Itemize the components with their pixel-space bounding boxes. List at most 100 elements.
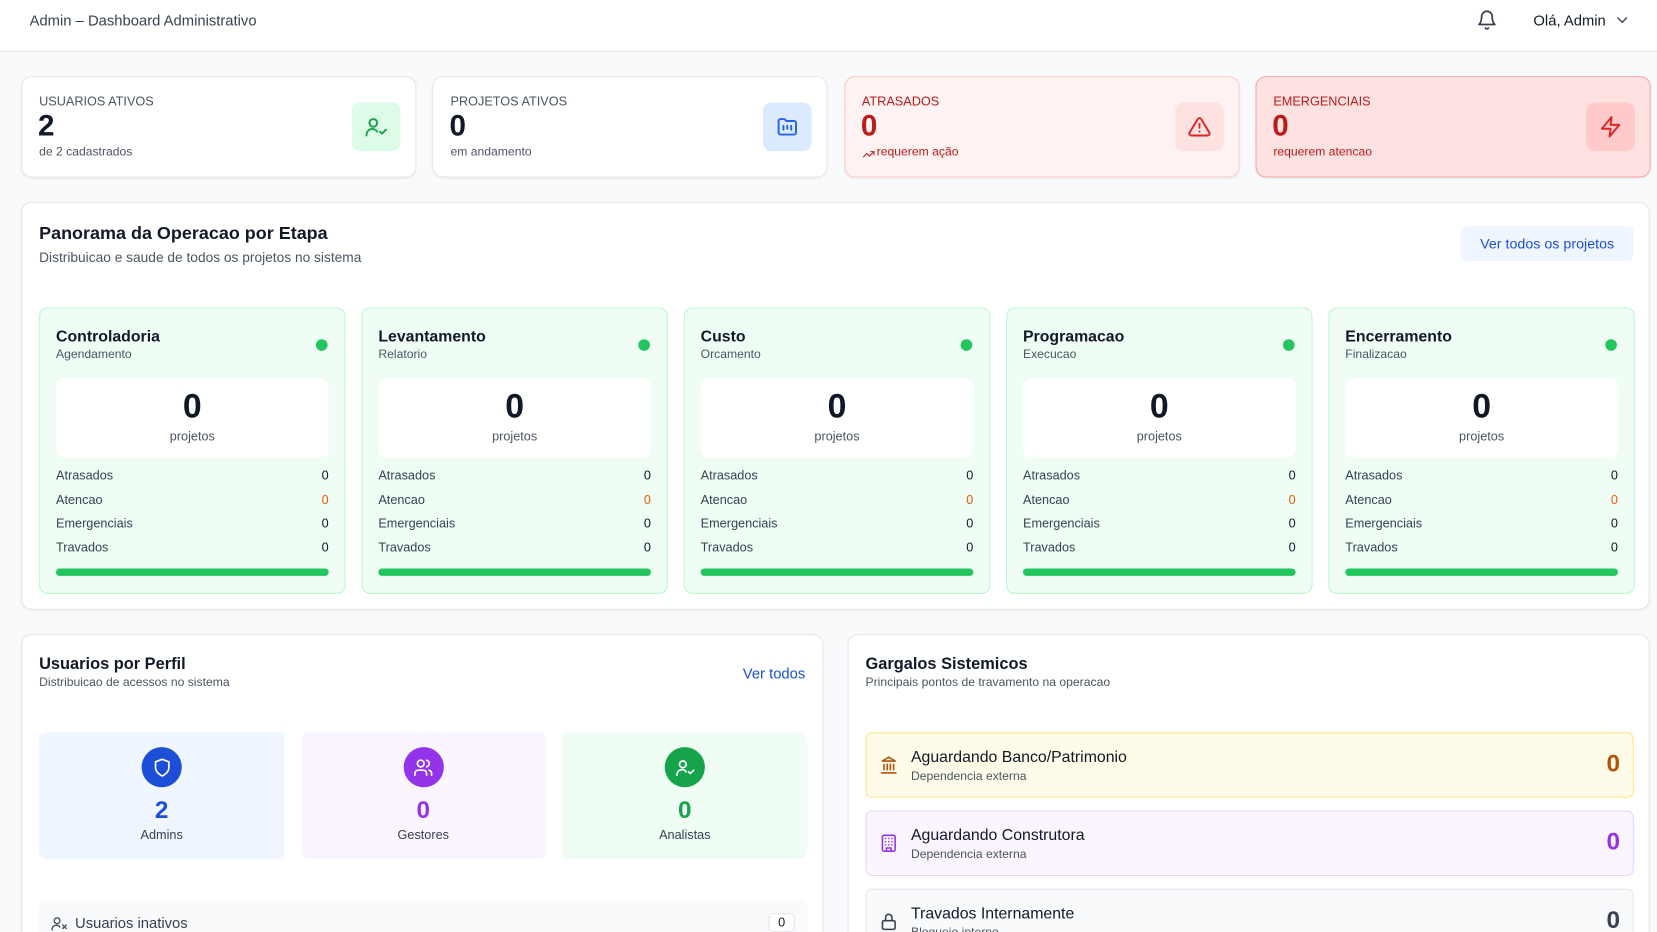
profile-icon	[403, 747, 444, 788]
stage-card: Levantamento Relatorio 0 projetos Atrasados 0…	[361, 307, 668, 594]
stat-card: ATRASADOS 0 requerem ação	[843, 76, 1240, 178]
stage-count-label: projetos	[814, 429, 860, 444]
notification-bell[interactable]	[1476, 10, 1497, 31]
stage-count-box: 0 projetos	[378, 378, 651, 458]
bottleneck-count: 0	[1606, 827, 1621, 855]
stat-value: 0	[449, 108, 466, 142]
stage-subtitle: Execucao	[1022, 348, 1077, 362]
status-dot	[638, 339, 650, 351]
profile-label: Analistas	[659, 827, 711, 843]
metric-value: 0	[321, 492, 329, 507]
stat-card: EMERGENCIAIS 0 requerem atencao	[1255, 76, 1651, 178]
bottleneck-item: Travados Internamente Bloqueio interno 0	[865, 888, 1634, 932]
bottleneck-icon	[879, 756, 898, 775]
bottleneck-icon	[879, 912, 898, 931]
inactive-icon	[51, 915, 68, 932]
stage-name: Programacao	[1022, 327, 1125, 346]
stage-count-box: 0 projetos	[1345, 378, 1618, 458]
metric-label: Atrasados	[56, 468, 114, 483]
metric-label: Atencao	[378, 492, 425, 507]
stage-count-box: 0 projetos	[56, 378, 329, 458]
user-greeting[interactable]: Olá, Admin	[1533, 11, 1606, 29]
profile-count: 2	[154, 795, 169, 824]
stat-card: USUARIOS ATIVOS 2 de 2 cadastrados	[21, 76, 417, 178]
stage-card: Programacao Execucao 0 projetos Atrasados 0 At…	[1006, 307, 1313, 594]
status-dot	[315, 339, 328, 351]
health-bar	[56, 568, 329, 576]
users-panel: Usuarios por Perfil Distribuicao de acess…	[21, 634, 824, 932]
metric-label: Travados	[56, 540, 109, 555]
inactive-row: Usuarios inativos 0	[39, 900, 808, 932]
metric-value: 0	[321, 540, 329, 555]
stage-subtitle: Orcamento	[700, 348, 761, 362]
inactive-label: Usuarios inativos	[75, 914, 188, 931]
stage-count-label: projetos	[1136, 429, 1182, 444]
inactive-count: 0	[768, 912, 795, 932]
stat-icon	[1174, 102, 1224, 152]
trend-icon	[862, 148, 875, 161]
metric-label: Atrasados	[378, 468, 436, 483]
metric-value: 0	[1610, 492, 1618, 507]
metric-label: Emergenciais	[56, 516, 133, 531]
health-bar	[700, 568, 974, 576]
metric-value: 0	[1288, 492, 1296, 507]
stat-card: PROJETOS ATIVOS 0 em andamento	[432, 76, 828, 178]
overview-subtitle: Distribuicao e saude de todos os projeto…	[39, 249, 362, 266]
user-menu-chevron[interactable]	[1614, 12, 1631, 29]
metric-value: 0	[966, 540, 974, 555]
health-bar	[1022, 568, 1296, 576]
bottleneck-count: 0	[1606, 905, 1621, 932]
metric-label: Atencao	[700, 492, 748, 507]
health-bar	[1345, 568, 1618, 576]
metric-label: Emergenciais	[1345, 516, 1423, 531]
users-title: Usuarios por Perfil	[39, 655, 186, 674]
view-projects-button[interactable]: Ver todos os projetos	[1460, 226, 1634, 262]
stat-label: PROJETOS ATIVOS	[450, 94, 568, 109]
stat-icon	[1586, 102, 1635, 152]
profile-count: 0	[416, 795, 431, 824]
profile-count: 0	[678, 795, 692, 824]
stage-card: Controladoria Agendamento 0 projetos Atrasad…	[39, 307, 346, 594]
metric-label: Atrasados	[1022, 468, 1081, 483]
stage-card: Custo Orcamento 0 projetos Atrasados 0 Atencao…	[683, 307, 991, 594]
stage-name: Encerramento	[1345, 327, 1452, 346]
profile-icon	[664, 747, 705, 788]
view-all-link[interactable]: Ver todos	[742, 664, 806, 682]
stage-card: Encerramento Finalizacao 0 projetos Atrasado…	[1328, 307, 1635, 594]
metric-value: 0	[321, 516, 329, 531]
page-title: Admin – Dashboard Administrativo	[29, 11, 257, 29]
stage-count: 0	[505, 386, 525, 425]
bottleneck-title: Travados Internamente	[910, 904, 1075, 923]
health-bar	[378, 568, 651, 576]
stat-subtitle: em andamento	[450, 145, 532, 159]
status-dot	[1282, 339, 1295, 351]
profile-label: Admins	[140, 827, 183, 843]
profile-icon	[141, 747, 182, 788]
stage-count-box: 0 projetos	[700, 378, 974, 458]
profile-tile: 0 Analistas	[562, 732, 808, 860]
stat-subtitle: requerem atencao	[1273, 145, 1372, 159]
metric-value: 0	[966, 492, 974, 507]
metric-label: Travados	[1345, 540, 1398, 555]
bottleneck-subtitle: Dependencia externa	[910, 848, 1027, 862]
stage-count-label: projetos	[1459, 429, 1505, 444]
stage-count-label: projetos	[169, 429, 215, 444]
bottleneck-item: Aguardando Construtora Dependencia extern…	[865, 810, 1634, 877]
profile-tile: 2 Admins	[39, 732, 285, 860]
overview-panel: Panorama da Operacao por Etapa Distribuic…	[21, 201, 1650, 610]
stat-subtitle: de 2 cadastrados	[39, 145, 133, 159]
stage-count: 0	[827, 386, 847, 425]
stage-count: 0	[182, 386, 202, 425]
bottleneck-subtitle: Dependencia externa	[910, 770, 1027, 784]
bottlenecks-panel: Gargalos Sistemicos Principais pontos de …	[847, 634, 1650, 932]
stat-label: ATRASADOS	[861, 94, 940, 109]
stat-icon	[763, 102, 812, 152]
metric-label: Travados	[700, 540, 754, 555]
stage-count-box: 0 projetos	[1022, 378, 1296, 458]
metric-value: 0	[1610, 468, 1618, 483]
overview-title: Panorama da Operacao por Etapa	[39, 222, 328, 244]
stage-count: 0	[1472, 386, 1492, 425]
stat-icon	[351, 102, 401, 152]
metric-label: Emergenciais	[1022, 516, 1100, 531]
